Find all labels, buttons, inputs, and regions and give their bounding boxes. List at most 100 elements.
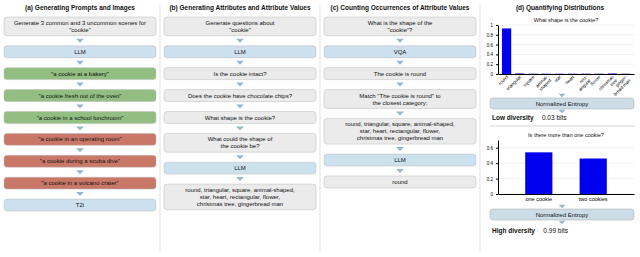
grid <box>498 148 634 194</box>
dividers <box>160 5 480 252</box>
label-line: (b) Generating Attributes and Attribute … <box>169 4 310 12</box>
y-axis: 00.20.40.60.81 <box>487 23 499 77</box>
box <box>4 17 156 36</box>
label-line: Normalized Entropy <box>536 212 589 218</box>
label-line: "cookie"? <box>388 27 414 33</box>
label-line: "a cookie during a scuba dive" <box>40 158 120 164</box>
bar <box>515 73 524 74</box>
box <box>324 90 476 109</box>
tick-label: 0 <box>490 192 493 197</box>
label: Generate questions about"cookie" <box>205 20 274 33</box>
axis-line <box>498 141 499 195</box>
label-line: "a cookie in a school lunchroom" <box>37 115 124 121</box>
label: "a cookie fresh out of the oven" <box>39 93 122 99</box>
panel-divider <box>320 5 321 252</box>
label-line: the closest category: <box>372 100 427 106</box>
label: LLM <box>74 49 86 55</box>
label-line: Normalized Entropy <box>536 101 589 107</box>
label-line: square <box>522 74 536 88</box>
label-line: angular <box>578 78 593 93</box>
chevron <box>559 205 566 209</box>
grid-line <box>498 64 634 65</box>
entropy-box <box>490 209 634 220</box>
label-line: What shape is the cookie? <box>534 17 599 23</box>
label-line: (a) Generating Prompts and Images <box>25 4 135 12</box>
tick-label: star <box>553 74 562 83</box>
chevron <box>236 126 244 130</box>
label-line: christmas tree, gingerbread man <box>197 201 283 207</box>
bar <box>594 73 603 74</box>
tick: 0 <box>490 72 498 77</box>
tick-label: 0.6 <box>487 146 494 151</box>
tick: 0.8 <box>487 33 498 38</box>
grid-line <box>498 147 634 148</box>
grid-line <box>498 178 634 179</box>
chevron <box>76 170 84 174</box>
box <box>164 184 316 210</box>
box <box>164 112 316 124</box>
tick-label: two cookies <box>579 196 608 202</box>
tick-label: ginger-bread man <box>609 74 632 97</box>
tick: two cookies <box>579 194 608 202</box>
box <box>324 118 476 144</box>
bar <box>528 73 537 74</box>
box <box>324 68 476 80</box>
label-line: Does the cookie have chocolate chips? <box>188 93 293 99</box>
label-line: VQA <box>394 49 407 55</box>
label: What could the shape ofthe cookie be? <box>208 136 273 149</box>
label-line: What is the shape of the <box>368 20 433 26</box>
label: (a) Generating Prompts and Images <box>25 4 135 12</box>
tick: ginger-bread man <box>609 74 632 97</box>
bar <box>621 73 630 74</box>
tick-label: 0.8 <box>487 33 494 38</box>
box <box>324 176 476 188</box>
tick: 0.2 <box>487 177 498 182</box>
tick: square <box>522 74 536 88</box>
label-line: 0.03 bits <box>542 114 567 121</box>
tick-label: triangular <box>506 74 523 91</box>
label: (d) Quantifying Distributions <box>516 4 604 12</box>
tick: star <box>553 74 562 83</box>
grid-line <box>498 25 634 26</box>
chevron <box>236 155 244 159</box>
grid-line <box>498 194 634 195</box>
label: (b) Generating Attributes and Attribute … <box>169 4 310 12</box>
label: Generate 3 common and 3 uncommon scenes … <box>14 20 146 33</box>
grid-line <box>498 163 634 164</box>
tick-label: heart <box>564 74 575 85</box>
tick: 1 <box>490 23 498 28</box>
label: What shape is the cookie? <box>205 115 276 121</box>
label-line: Is the cookie intact? <box>213 71 267 77</box>
label-line: Generate 3 common and 3 uncommon scenes … <box>14 20 146 26</box>
box <box>164 46 316 58</box>
box <box>4 46 156 58</box>
label: "a cookie during a scuba dive" <box>40 158 120 164</box>
tick-mark <box>496 74 498 75</box>
chevron <box>76 39 84 43</box>
label-line: "a cookie fresh out of the oven" <box>39 93 122 99</box>
tick-mark <box>496 179 498 180</box>
label-line: "cookie" <box>69 27 91 33</box>
panel-divider <box>160 5 161 252</box>
label: Low diversity <box>492 114 534 122</box>
grid-line <box>498 34 634 35</box>
axis-line <box>498 26 499 75</box>
label: round, triangular, square, animal-shaped… <box>345 121 455 141</box>
label: T2i <box>76 202 84 208</box>
tick-mark <box>496 35 498 36</box>
label-line: star <box>553 74 562 83</box>
chevron <box>559 94 566 98</box>
label-line: T2i <box>76 202 84 208</box>
tick: 0 <box>490 192 498 197</box>
chevron <box>76 148 84 152</box>
label: LLM <box>234 49 246 55</box>
label: (c) Counting Occurrences of Attribute Va… <box>331 4 470 12</box>
chevron <box>76 83 84 87</box>
chevron <box>236 61 244 65</box>
label: Match "The cookie is round" tothe closes… <box>359 93 441 106</box>
grid-line <box>498 54 634 55</box>
chevron <box>76 61 84 65</box>
annotation-group: Normalized EntropyHigh diversity0.99 bit… <box>490 205 634 236</box>
label-line: round <box>392 179 407 185</box>
panel: (c) Counting Occurrences of Attribute Va… <box>324 4 476 188</box>
